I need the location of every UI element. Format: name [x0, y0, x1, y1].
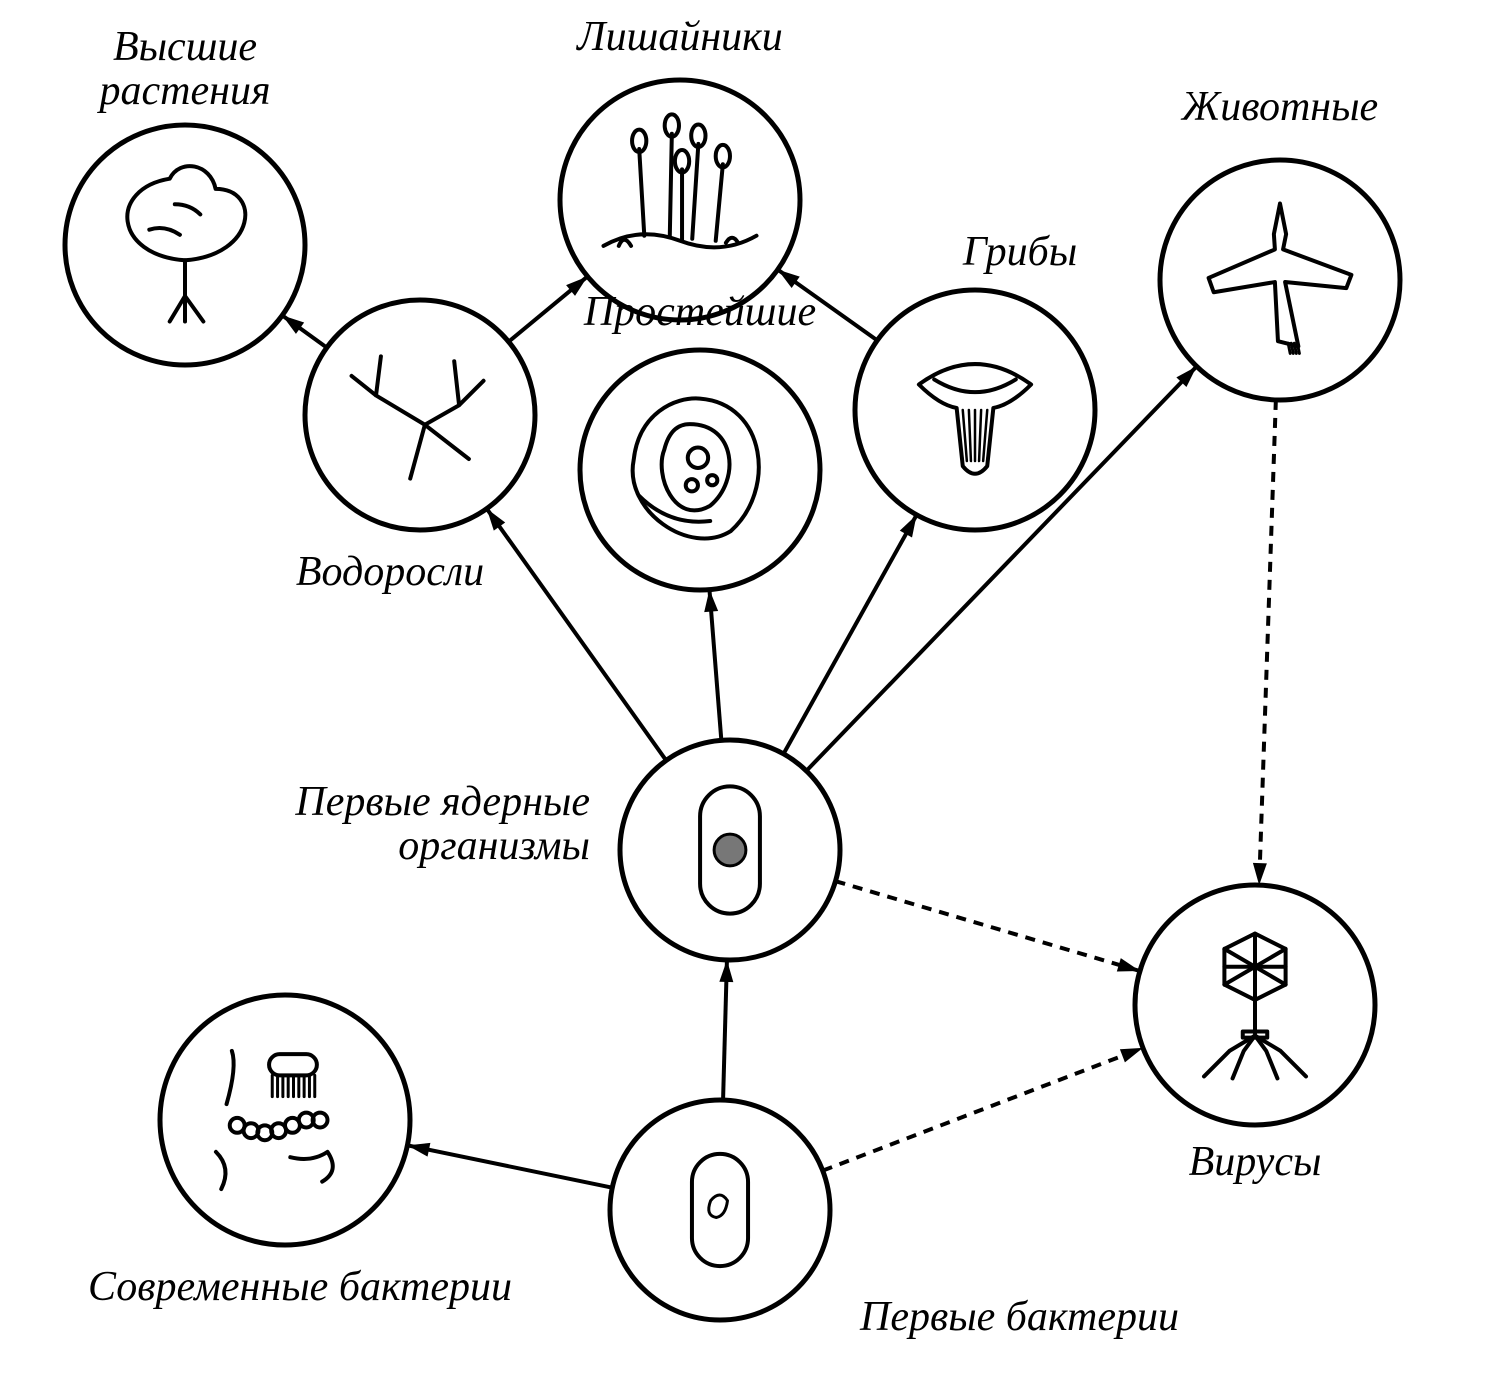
edge-first_bacteria-to-modern_bacteria: [407, 1145, 612, 1187]
evolution-diagram: Высшиерастения Лишайники Животные Водоросли…: [0, 0, 1500, 1394]
label-higher_plants: Высшиерастения: [97, 24, 271, 114]
node-lichens: [560, 80, 800, 320]
node-circle-algae: [305, 300, 535, 530]
node-circle-animals: [1160, 160, 1400, 400]
nodes-layer: [65, 80, 1400, 1320]
label-viruses: Вирусы: [1189, 1139, 1322, 1185]
label-lichens: Лишайники: [575, 14, 783, 60]
node-modern_bacteria: [160, 995, 410, 1245]
label-modern_bacteria: Современные бактерии: [88, 1264, 512, 1310]
node-higher_plants: [65, 125, 305, 365]
edge-first_eukaryotes-to-viruses: [835, 881, 1139, 971]
arrowhead-first_eukaryotes-to-fungi: [900, 515, 917, 538]
node-circle-higher_plants: [65, 125, 305, 365]
label-first_eukaryotes: Первые ядерныеорганизмы: [294, 779, 590, 869]
arrowhead-first_bacteria-to-modern_bacteria: [407, 1143, 430, 1157]
node-circle-protozoa: [580, 350, 820, 590]
node-viruses: [1135, 885, 1375, 1125]
label-animals: Животные: [1180, 84, 1378, 130]
edge-animals-to-viruses: [1259, 400, 1276, 885]
arrowhead-first_eukaryotes-to-viruses: [1117, 958, 1140, 971]
label-algae: Водоросли: [296, 549, 484, 595]
arrowhead-animals-to-viruses: [1253, 863, 1267, 885]
arrowhead-first_bacteria-to-first_eukaryotes: [719, 960, 733, 982]
label-protozoa: Простейшие: [583, 289, 816, 335]
edge-first_bacteria-to-viruses: [823, 1048, 1143, 1171]
node-protozoa: [580, 350, 820, 590]
edge-first_eukaryotes-to-protozoa: [709, 590, 721, 741]
node-circle-lichens: [560, 80, 800, 320]
arrowhead-first_bacteria-to-viruses: [1120, 1048, 1143, 1062]
label-first_bacteria: Первые бактерии: [859, 1294, 1179, 1340]
node-circle-first_bacteria: [610, 1100, 830, 1320]
label-fungi: Грибы: [962, 229, 1077, 275]
node-first_eukaryotes: [620, 740, 840, 960]
node-first_bacteria: [610, 1100, 830, 1320]
node-animals: [1160, 160, 1400, 400]
edge-first_eukaryotes-to-fungi: [784, 515, 917, 754]
node-algae: [305, 300, 535, 530]
node-fungi: [855, 290, 1095, 530]
